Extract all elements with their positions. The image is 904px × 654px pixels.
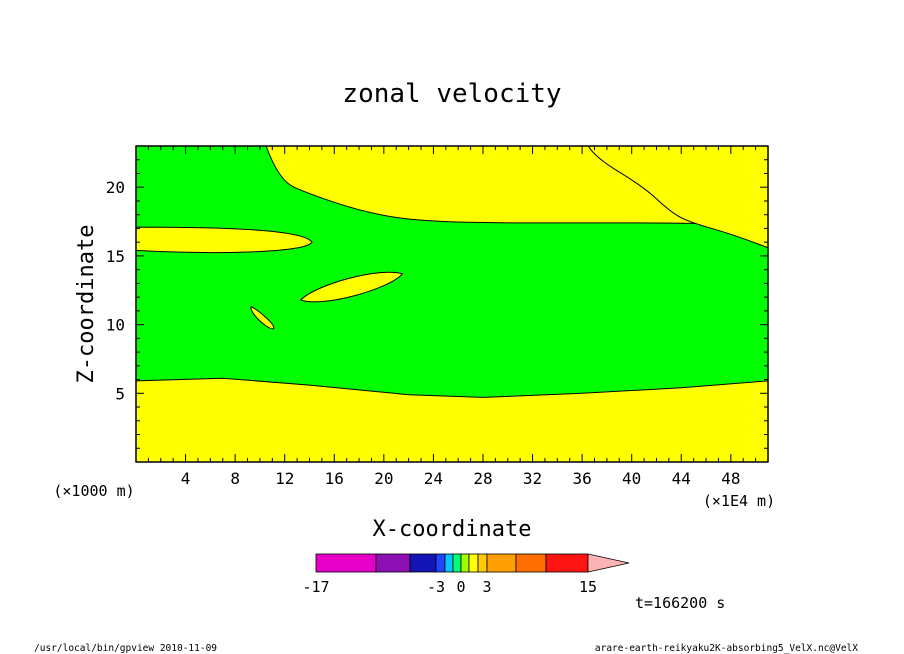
x-tick-label: 16	[325, 469, 344, 488]
colorbar-label: 15	[579, 578, 597, 596]
colorbar-label: 0	[456, 578, 465, 596]
colorbar-label: 3	[482, 578, 491, 596]
colorbar-segment	[477, 553, 488, 573]
y-tick-label: 10	[106, 316, 125, 335]
colorbar-segment	[444, 553, 454, 573]
x-tick-label: 8	[230, 469, 240, 488]
y-tick-label: 15	[106, 247, 125, 266]
contour-region-small-island	[250, 306, 275, 330]
y-axis-label: Z-coordinate	[74, 225, 99, 384]
footer-right: arare-earth-reikyaku2K-absorbing5_VelX.n…	[595, 643, 858, 654]
colorbar-segment	[315, 553, 377, 573]
colorbar-segment	[515, 553, 547, 573]
x-tick-label: 4	[181, 469, 191, 488]
time-label: t=166200 s	[635, 594, 725, 612]
y-tick-label: 5	[115, 384, 125, 403]
y-axis-ticks: 5 10 15 20	[106, 145, 768, 449]
x-axis-label: X-coordinate	[373, 517, 532, 542]
colorbar-segment	[486, 553, 517, 573]
colorbar-segment	[375, 553, 411, 573]
x-tick-label: 20	[374, 469, 393, 488]
colorbar-segment	[435, 553, 446, 573]
x-tick-label: 32	[523, 469, 542, 488]
colorbar-segment	[460, 553, 470, 573]
colorbar-label: -3	[427, 578, 445, 596]
contour-region-upper-right	[587, 145, 769, 249]
x-tick-label: 28	[473, 469, 492, 488]
x-tick-label: 40	[622, 469, 641, 488]
x-tick-label: 24	[424, 469, 443, 488]
colorbar	[315, 553, 630, 573]
contour-regions	[135, 145, 769, 463]
x-tick-label: 36	[572, 469, 591, 488]
y-scale-label: (×1000 m)	[53, 482, 134, 500]
colorbar-label: -17	[302, 578, 329, 596]
colorbar-segment	[545, 553, 589, 573]
x-tick-label: 48	[721, 469, 740, 488]
footer-left: /usr/local/bin/gpview 2010-11-09	[34, 643, 217, 654]
chart-title: zonal velocity	[342, 79, 561, 109]
colorbar-labels: -17 -3 0 3 15	[302, 578, 597, 596]
colorbar-extend-arrow	[587, 553, 630, 573]
colorbar-segment	[452, 553, 462, 573]
x-scale-label: (×1E4 m)	[703, 492, 775, 510]
contour-region-diagonal-island	[299, 271, 404, 303]
x-tick-label: 12	[275, 469, 294, 488]
contour-region-left-tongue	[135, 226, 313, 254]
x-tick-label: 44	[672, 469, 691, 488]
y-tick-label: 20	[106, 178, 125, 197]
colorbar-segment	[468, 553, 479, 573]
plot-frame	[135, 145, 769, 463]
colorbar-segment	[409, 553, 437, 573]
x-axis-ticks: 4 8 12 16 20 24 28 32 36 40 44 48	[147, 146, 769, 488]
